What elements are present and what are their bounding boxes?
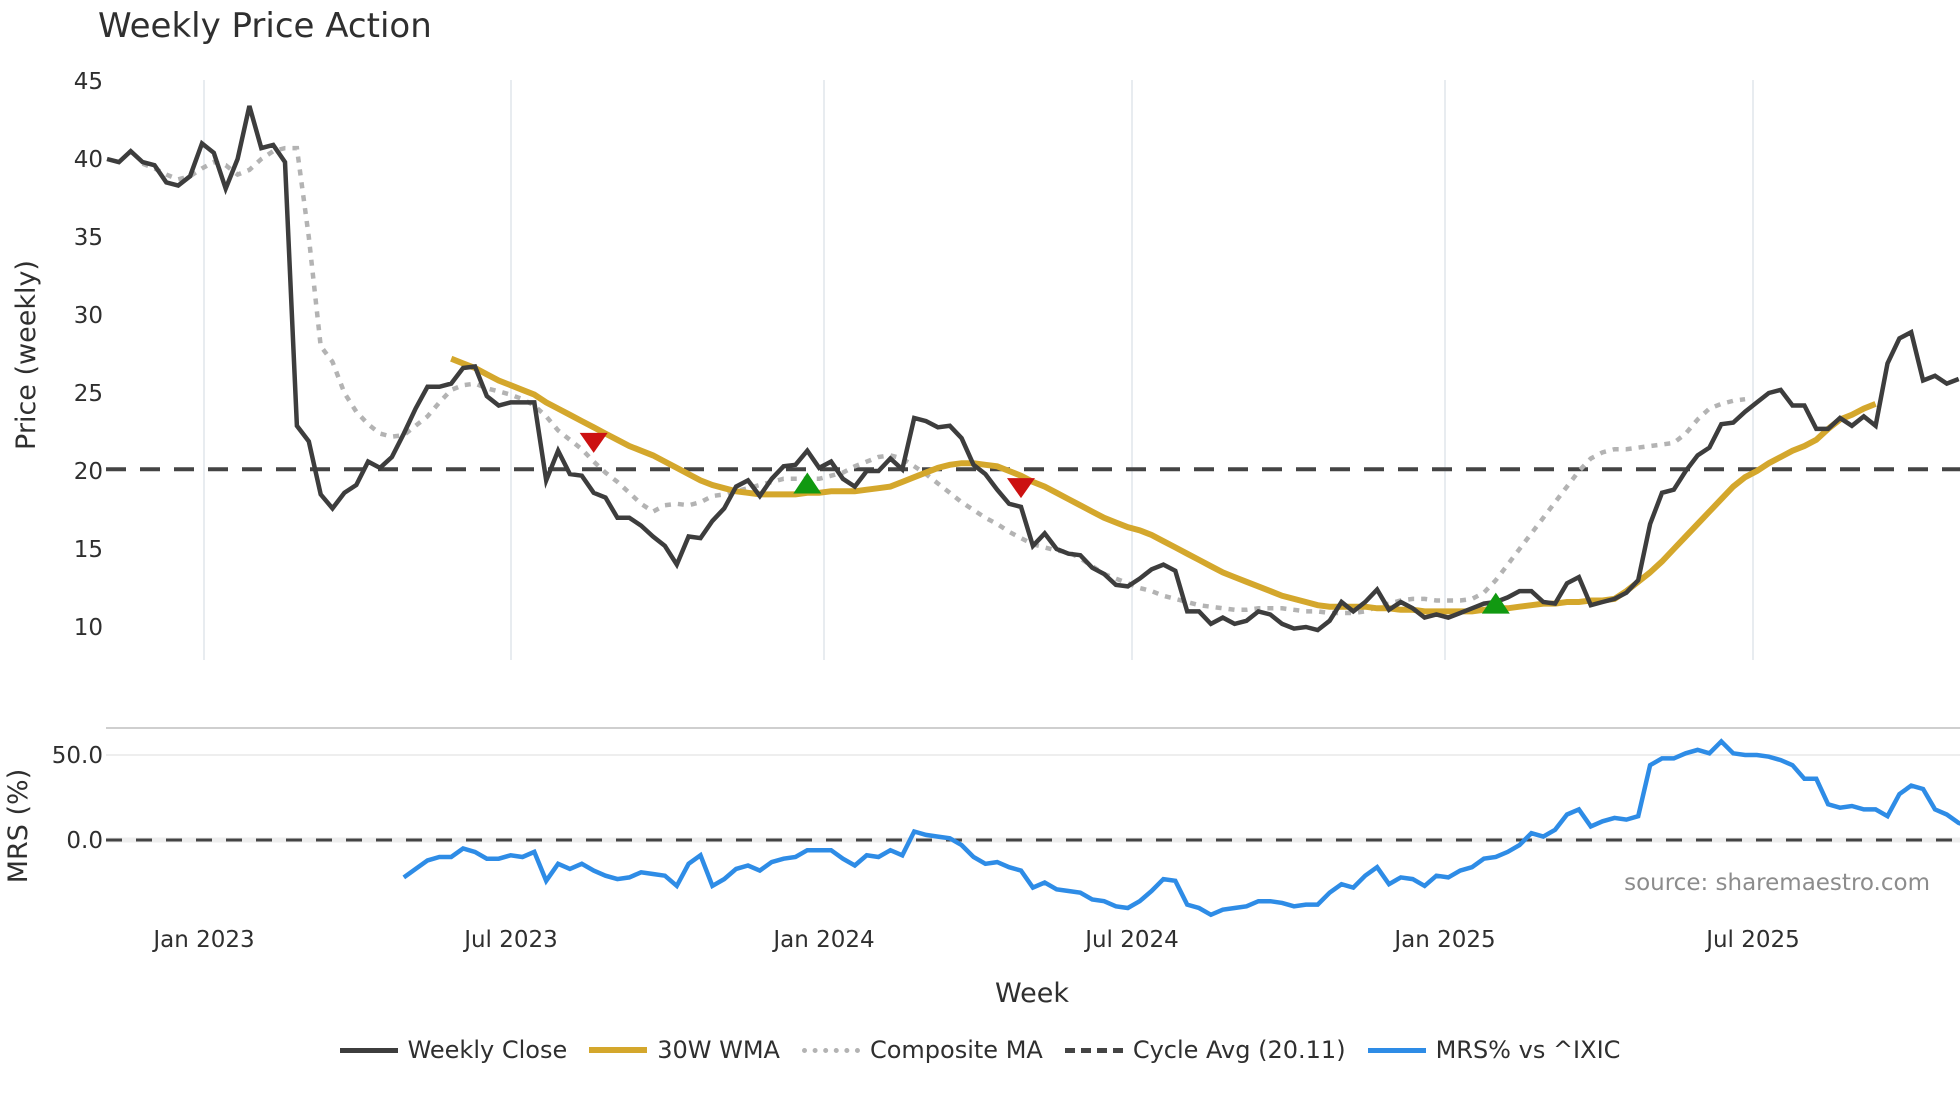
- sell-signal-marker: [1006, 478, 1035, 499]
- x-tick-label: Jul 2025: [1704, 927, 1800, 953]
- price-tick-label: 35: [74, 225, 103, 251]
- price-tick-label: 20: [74, 459, 103, 485]
- legend-swatch-icon: [589, 1047, 648, 1053]
- signal-markers: [579, 432, 1510, 614]
- grid-lines: [106, 80, 1960, 843]
- x-tick-label: Jan 2025: [1392, 927, 1495, 953]
- wma30-line: [450, 355, 1877, 615]
- composite-ma-line: [141, 145, 1746, 616]
- legend-label: 30W WMA: [657, 1036, 780, 1064]
- price-tick-label: 40: [74, 147, 103, 173]
- legend-swatch-icon: [1367, 1047, 1426, 1053]
- legend-item-cycle-avg[interactable]: Cycle Avg (20.11): [1064, 1036, 1346, 1064]
- legend: Weekly Close 30W WMA Composite MA Cycle Avg…: [0, 1036, 1960, 1064]
- price-tick-label: 15: [74, 537, 103, 563]
- source-label: source: sharemaestro.com: [1624, 870, 1930, 896]
- series-lines: [106, 105, 1960, 918]
- price-y-ticks: 45 40 35 30 25 20 15 10: [74, 69, 103, 641]
- legend-label: Weekly Close: [407, 1036, 568, 1064]
- price-tick-label: 10: [74, 615, 103, 641]
- x-axis-label: Week: [995, 978, 1069, 1009]
- legend-item-mrs[interactable]: MRS% vs ^IXIC: [1367, 1036, 1621, 1064]
- mrs-tick-label: 50.0: [52, 743, 103, 769]
- legend-swatch-icon: [801, 1047, 860, 1053]
- mrs-line: [402, 738, 1960, 918]
- mrs-y-ticks: 50.0 0.0: [52, 743, 103, 854]
- legend-item-weekly-close[interactable]: Weekly Close: [339, 1036, 568, 1064]
- legend-label: Composite MA: [869, 1036, 1043, 1064]
- x-tick-label: Jan 2024: [771, 927, 874, 953]
- legend-swatch-icon: [1064, 1047, 1123, 1053]
- price-axis-label: Price (weekly): [11, 260, 42, 450]
- legend-item-wma30[interactable]: 30W WMA: [589, 1036, 780, 1064]
- legend-label: MRS% vs ^IXIC: [1435, 1036, 1621, 1064]
- sell-signal-marker: [579, 432, 608, 453]
- x-axis-ticks: Jan 2023 Jul 2023 Jan 2024 Jul 2024 Jan 2025…: [151, 927, 1799, 953]
- price-tick-label: 45: [74, 69, 103, 95]
- mrs-axis-label: MRS (%): [3, 769, 34, 884]
- mrs-tick-label: 0.0: [66, 828, 103, 854]
- price-tick-label: 30: [74, 303, 103, 329]
- x-tick-label: Jan 2023: [151, 927, 254, 953]
- buy-signal-marker: [793, 472, 822, 494]
- legend-item-composite-ma[interactable]: Composite MA: [801, 1036, 1043, 1064]
- weekly-close-line: [106, 105, 1960, 633]
- legend-label: Cycle Avg (20.11): [1132, 1036, 1346, 1064]
- buy-signal-marker: [1481, 592, 1510, 614]
- price-tick-label: 25: [74, 381, 103, 407]
- chart-title: Weekly Price Action: [98, 6, 432, 46]
- legend-swatch-icon: [339, 1047, 398, 1053]
- x-tick-label: Jul 2024: [1083, 927, 1179, 953]
- x-tick-label: Jul 2023: [462, 927, 558, 953]
